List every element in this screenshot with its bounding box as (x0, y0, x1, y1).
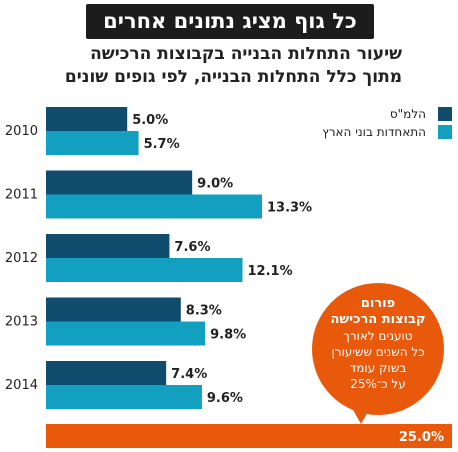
bar-s2-2013 (46, 321, 206, 346)
legend-swatch-series-2 (438, 125, 452, 139)
data-label: 5.7% (144, 137, 180, 152)
callout-text: פורום קבוצות הרכישה טוענים לאורך כל השני… (312, 296, 444, 392)
subtitle-line-2: מתוך כלל התחלות הבנייה, לפי גופים שונים (64, 67, 402, 87)
callout-line-3: טוענים לאורך (343, 329, 413, 343)
data-label: 7.6% (174, 240, 210, 255)
subtitle-line-1: שיעור התחלות הבנייה בקבוצות הרכישה (90, 44, 402, 64)
callout-line-6: על כ־25% (350, 377, 406, 391)
category-label: 2012 (5, 251, 38, 266)
data-label: 13.3% (267, 201, 312, 216)
data-label: 9.8% (210, 328, 246, 343)
category-label: 2013 (5, 315, 38, 330)
bar-s2-2010 (46, 131, 139, 155)
callout-line-5: בשוק עומד (349, 361, 407, 375)
callout-line-2: קבוצות הרכישה (330, 312, 426, 327)
callout-bubble (312, 283, 444, 415)
category-label: 2011 (5, 188, 38, 203)
bar-s1-2011 (46, 170, 193, 195)
reference-bar (46, 424, 452, 448)
reference-label: 25.0% (399, 430, 444, 445)
callout-tail (352, 408, 370, 424)
bar-s2-2012 (46, 258, 243, 282)
callout-line-4: כל השנים ששיעורן (331, 345, 425, 359)
legend-label-series-2: התאחדות בוני הארץ (322, 125, 426, 139)
data-label: 9.0% (197, 177, 233, 192)
bar-s1-2010 (46, 107, 128, 131)
data-label: 7.4% (171, 367, 207, 382)
data-label: 5.0% (132, 113, 168, 128)
bar-s2-2014 (46, 385, 202, 409)
bar-s1-2013 (46, 297, 181, 322)
data-label: 9.6% (207, 391, 243, 406)
bar-s1-2014 (46, 361, 167, 385)
header-bar: כל גוף מציג נתונים אחרים (86, 4, 374, 39)
header-title: כל גוף מציג נתונים אחרים (103, 9, 357, 33)
category-label: 2010 (5, 124, 38, 139)
legend-label-series-1: הלמ"ס (389, 107, 426, 121)
category-label: 2014 (5, 378, 38, 393)
callout-line-1: פורום (360, 296, 396, 311)
legend-swatch-series-1 (438, 107, 452, 121)
data-label: 12.1% (248, 264, 293, 279)
bar-s1-2012 (46, 234, 170, 258)
bar-s2-2011 (46, 194, 262, 219)
data-label: 8.3% (186, 304, 222, 319)
